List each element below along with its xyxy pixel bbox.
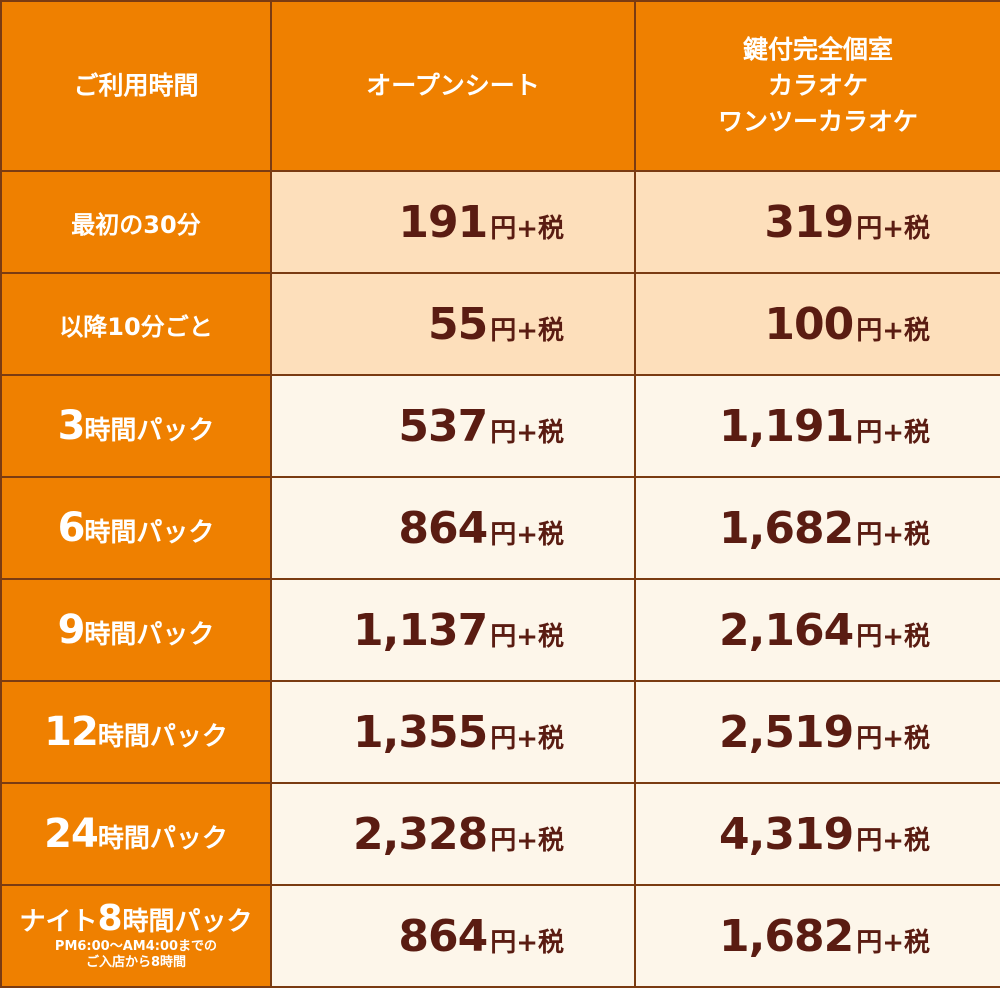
- private-room-price: 2,164 円+税: [634, 578, 1000, 682]
- price-unit: 円+税: [490, 315, 564, 346]
- price-unit: 円+税: [490, 825, 564, 856]
- row-label-text: 最初の30分: [71, 210, 201, 239]
- price-unit: 円+税: [490, 417, 564, 448]
- price-amount: 1,191: [719, 400, 854, 452]
- price-amount: 191: [398, 196, 488, 248]
- price-unit: 円+税: [490, 213, 564, 244]
- table-row: 最初の30分 191 円+税 319 円+税: [0, 170, 1000, 274]
- row-label-text: 時間パック: [84, 416, 215, 446]
- price-amount: 864: [398, 502, 488, 554]
- price-amount: 1,682: [719, 910, 854, 962]
- open-seat-price: 537 円+税: [270, 374, 636, 478]
- row-label: 24時間パック: [0, 782, 272, 886]
- night-prefix: ナイト: [19, 906, 98, 937]
- row-label: 6時間パック: [0, 476, 272, 580]
- night-pack-title: ナイト8時間パック: [3, 900, 269, 939]
- price-unit: 円+税: [490, 621, 564, 652]
- header-private-room-line1: 鍵付完全個室: [742, 35, 893, 64]
- row-label: 3時間パック: [0, 374, 272, 478]
- header-private-room-line2: カラオケ: [767, 71, 868, 100]
- header-row: ご利用時間 オープンシート 鍵付完全個室 カラオケ ワンツーカラオケ: [0, 0, 1000, 172]
- row-label-text: 時間パック: [84, 620, 215, 650]
- open-seat-price: 191 円+税: [270, 170, 636, 274]
- row-label-night: ナイト8時間パック PM6:00～AM4:00までの ご入店から8時間: [0, 884, 272, 988]
- row-label-number: 3: [57, 403, 86, 449]
- row-label: 最初の30分: [0, 170, 272, 274]
- price-unit: 円+税: [856, 315, 930, 346]
- row-label-text: 時間パック: [84, 518, 215, 548]
- row-label: 12時間パック: [0, 680, 272, 784]
- night-suffix: 時間パック: [122, 906, 253, 937]
- row-label-text: 時間パック: [97, 824, 228, 854]
- table-row: 6時間パック 864 円+税 1,682 円+税: [0, 476, 1000, 580]
- open-seat-price: 864 円+税: [270, 476, 636, 580]
- price-amount: 537: [398, 400, 488, 452]
- price-amount: 1,355: [353, 706, 488, 758]
- price-amount: 2,328: [353, 808, 488, 860]
- price-unit: 円+税: [490, 927, 564, 958]
- price-amount: 319: [764, 196, 854, 248]
- row-label-number: 24: [44, 811, 99, 857]
- price-amount: 864: [398, 910, 488, 962]
- row-label: 9時間パック: [0, 578, 272, 682]
- price-amount: 100: [764, 298, 854, 350]
- price-unit: 円+税: [856, 723, 930, 754]
- night-number: 8: [97, 897, 123, 939]
- table-row: 24時間パック 2,328 円+税 4,319 円+税: [0, 782, 1000, 886]
- private-room-price: 1,682 円+税: [634, 884, 1000, 988]
- private-room-price: 4,319 円+税: [634, 782, 1000, 886]
- row-label-number: 12: [44, 709, 99, 755]
- row-label-number: 9: [57, 607, 86, 653]
- private-room-price: 1,682 円+税: [634, 476, 1000, 580]
- table-row-night: ナイト8時間パック PM6:00～AM4:00までの ご入店から8時間 864 円…: [0, 884, 1000, 988]
- private-room-price: 319 円+税: [634, 170, 1000, 274]
- price-unit: 円+税: [490, 723, 564, 754]
- row-label-text: 以降10分ごと: [59, 312, 213, 341]
- price-unit: 円+税: [856, 825, 930, 856]
- header-private-room-line3: ワンツーカラオケ: [717, 107, 918, 136]
- table-row: 9時間パック 1,137 円+税 2,164 円+税: [0, 578, 1000, 682]
- header-private-room: 鍵付完全個室 カラオケ ワンツーカラオケ: [634, 0, 1000, 172]
- night-note-line1: PM6:00～AM4:00までの: [54, 938, 218, 954]
- price-unit: 円+税: [490, 519, 564, 550]
- open-seat-price: 55 円+税: [270, 272, 636, 376]
- price-unit: 円+税: [856, 621, 930, 652]
- private-room-price: 2,519 円+税: [634, 680, 1000, 784]
- row-label-text: 時間パック: [97, 722, 228, 752]
- price-unit: 円+税: [856, 927, 930, 958]
- header-usage-time: ご利用時間: [0, 0, 272, 172]
- price-amount: 2,164: [719, 604, 854, 656]
- price-amount: 1,137: [353, 604, 488, 656]
- price-unit: 円+税: [856, 519, 930, 550]
- private-room-price: 1,191 円+税: [634, 374, 1000, 478]
- price-unit: 円+税: [856, 417, 930, 448]
- row-label: 以降10分ごと: [0, 272, 272, 376]
- price-amount: 2,519: [719, 706, 854, 758]
- table-row: 12時間パック 1,355 円+税 2,519 円+税: [0, 680, 1000, 784]
- open-seat-price: 864 円+税: [270, 884, 636, 988]
- price-unit: 円+税: [856, 213, 930, 244]
- open-seat-price: 1,137 円+税: [270, 578, 636, 682]
- price-amount: 55: [427, 298, 488, 350]
- private-room-price: 100 円+税: [634, 272, 1000, 376]
- night-note-line2: ご入店から8時間: [85, 954, 187, 970]
- open-seat-price: 1,355 円+税: [270, 680, 636, 784]
- table-row: 3時間パック 537 円+税 1,191 円+税: [0, 374, 1000, 478]
- header-open-seat: オープンシート: [270, 0, 636, 172]
- price-amount: 1,682: [719, 502, 854, 554]
- row-label-number: 6: [57, 505, 86, 551]
- price-amount: 4,319: [719, 808, 854, 860]
- open-seat-price: 2,328 円+税: [270, 782, 636, 886]
- table-row: 以降10分ごと 55 円+税 100 円+税: [0, 272, 1000, 376]
